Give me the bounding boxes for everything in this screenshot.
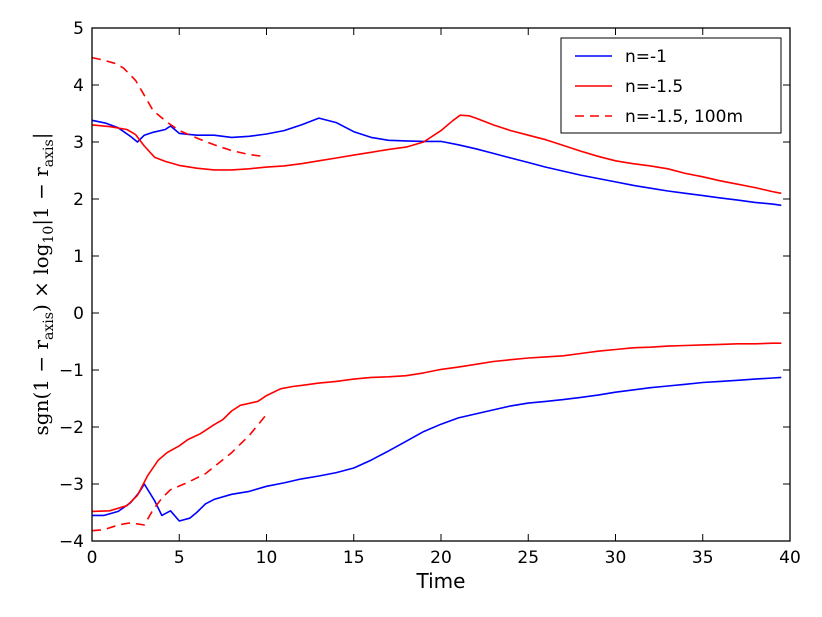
x-tick-label-0: 0 [87, 548, 98, 568]
y-tick-label-3: −1 [59, 361, 84, 381]
y-tick-label-6: 2 [73, 190, 84, 210]
y-tick-label-1: −3 [59, 475, 84, 495]
y-tick-label-5: 1 [73, 247, 84, 267]
legend-label-n-1: n=-1 [625, 47, 667, 67]
y-axis-title-end: | [29, 133, 54, 140]
series-line-2-0 [91, 56, 267, 158]
legend: n=-1 n=-1.5 n=-1.5, 100m [560, 37, 782, 134]
x-tick-label-6: 30 [605, 548, 627, 568]
series-line-2-1 [91, 413, 268, 532]
y-tick-label-4: 0 [73, 304, 84, 324]
y-axis-title-pre: sgn(1 − r [29, 340, 53, 436]
x-tick-label-1: 5 [174, 548, 185, 568]
y-axis-title-mid: ) × log [29, 243, 53, 312]
y-axis-title-sub2: 10 [41, 226, 57, 244]
series-layer [91, 56, 782, 532]
legend-label-n-1-5: n=-1.5 [625, 77, 683, 97]
y-axis-title: sgn(1 − raxis) × log10|1 − raxis| [29, 133, 57, 436]
x-tick-label-2: 10 [256, 548, 278, 568]
x-tick-label-3: 15 [343, 548, 365, 568]
x-tick-label-5: 25 [517, 548, 539, 568]
y-axis-title-post: |1 − r [29, 167, 54, 226]
series-line-0-0 [91, 117, 782, 207]
x-tick-label-8: 40 [779, 548, 801, 568]
series-line-0-1 [92, 376, 782, 522]
y-tick-label-8: 4 [73, 76, 84, 96]
y-tick-label-2: −2 [59, 418, 84, 438]
series-line-1-0 [91, 114, 782, 195]
legend-label-n-1-5-100m: n=-1.5, 100m [625, 107, 743, 127]
ticks-layer: 0 5 10 15 20 25 30 35 40 −4 −3 −2 −1 0 1 2 3 4 5 [59, 19, 801, 568]
x-tick-label-7: 35 [692, 548, 714, 568]
x-tick-label-4: 20 [430, 548, 452, 568]
y-tick-label-9: 5 [73, 19, 84, 39]
series-line-1-1 [91, 342, 782, 513]
y-tick-label-7: 3 [73, 133, 84, 153]
y-axis-title-sub3: axis [41, 139, 57, 167]
y-axis-title-sub1: axis [41, 312, 57, 340]
x-axis-title: Time [416, 569, 466, 593]
y-tick-label-0: −4 [59, 532, 84, 552]
